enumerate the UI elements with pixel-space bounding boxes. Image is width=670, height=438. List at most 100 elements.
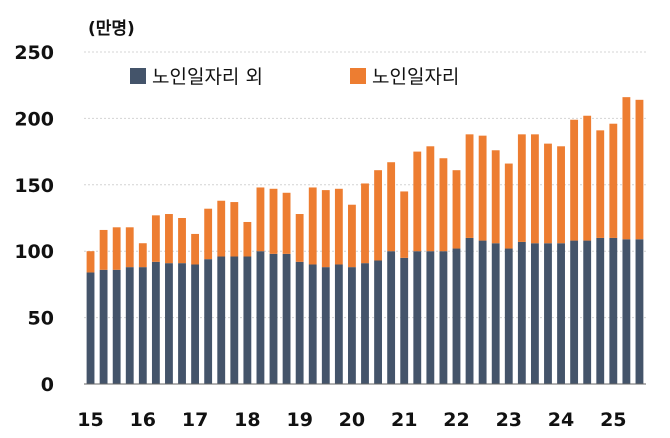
bar-segment-elderly-jobs: [99, 229, 108, 270]
bar-segment-elderly-jobs: [151, 215, 160, 262]
bar-segment-non-elderly-jobs: [583, 240, 592, 384]
bar-segment-non-elderly-jobs: [387, 251, 396, 384]
bar-segment-non-elderly-jobs: [334, 264, 343, 384]
bar-segment-elderly-jobs: [269, 188, 278, 254]
bar-segment-elderly-jobs: [570, 119, 579, 241]
bar-segment-elderly-jobs: [517, 134, 526, 242]
bar-segment-elderly-jobs: [125, 227, 134, 268]
x-tick-label: 24: [548, 409, 574, 431]
legend: 노인일자리 외 노인일자리: [130, 66, 459, 88]
bar-segment-non-elderly-jobs: [439, 251, 448, 384]
bar-segment-non-elderly-jobs: [491, 243, 500, 384]
bar-segment-elderly-jobs: [217, 200, 226, 257]
bar-segment-non-elderly-jobs: [282, 253, 291, 384]
bar-segment-elderly-jobs: [243, 221, 252, 257]
legend-swatch-elderly-jobs: [350, 68, 366, 84]
bar-segment-non-elderly-jobs: [256, 251, 265, 384]
bar-segment-elderly-jobs: [635, 99, 644, 240]
bar-segment-elderly-jobs: [138, 243, 147, 268]
bar-segment-non-elderly-jobs: [452, 248, 461, 384]
bar-segment-elderly-jobs: [491, 150, 500, 244]
bar-segment-non-elderly-jobs: [622, 239, 631, 384]
bar-segment-elderly-jobs: [361, 183, 369, 264]
bar-segment-elderly-jobs: [478, 135, 487, 241]
bar-segment-non-elderly-jobs: [465, 237, 474, 384]
x-tick-label: 17: [182, 409, 208, 431]
bar-segment-elderly-jobs: [191, 233, 200, 265]
bar-segment-non-elderly-jobs: [269, 253, 278, 384]
x-axis: 15 16 17 18 19 20 21 22 23 24 25: [77, 383, 646, 431]
legend-label-non-elderly-jobs: 노인일자리 외: [152, 66, 263, 88]
bar-segment-elderly-jobs: [321, 190, 330, 268]
bar-segment-elderly-jobs: [112, 227, 121, 270]
bar-segment-non-elderly-jobs: [530, 243, 539, 384]
bar-segment-elderly-jobs: [230, 202, 239, 257]
x-tick-label: 22: [443, 409, 469, 431]
bar-segment-elderly-jobs: [452, 170, 461, 249]
bar-segment-elderly-jobs: [544, 143, 552, 244]
bar-segment-non-elderly-jobs: [243, 256, 252, 384]
bar-segment-non-elderly-jobs: [544, 243, 552, 384]
y-tick-label: 50: [28, 308, 54, 330]
bar-segment-non-elderly-jobs: [217, 256, 226, 384]
bar-segment-non-elderly-jobs: [504, 248, 513, 384]
bar-segment-non-elderly-jobs: [308, 264, 317, 384]
legend-label-elderly-jobs: 노인일자리: [372, 66, 459, 88]
y-axis: 0 50 100 150 200 250: [14, 42, 54, 396]
bar-segment-non-elderly-jobs: [165, 263, 173, 384]
bar-segment-elderly-jobs: [282, 192, 291, 254]
bar-segment-non-elderly-jobs: [230, 256, 239, 384]
bar-segment-elderly-jobs: [557, 146, 565, 244]
bar-segment-non-elderly-jobs: [426, 251, 435, 384]
bar-segment-elderly-jobs: [86, 251, 95, 273]
bar-segment-non-elderly-jobs: [570, 240, 579, 384]
y-tick-label: 150: [14, 175, 54, 197]
bar-segment-elderly-jobs: [374, 170, 382, 261]
bar-segment-elderly-jobs: [334, 188, 343, 265]
bar-segment-elderly-jobs: [439, 158, 448, 252]
bar-segment-elderly-jobs: [348, 204, 356, 268]
bar-segment-elderly-jobs: [622, 97, 631, 240]
bar-segment-non-elderly-jobs: [596, 237, 605, 384]
bar-segment-non-elderly-jobs: [361, 263, 369, 384]
bar-segment-non-elderly-jobs: [191, 264, 200, 384]
x-tick-label: 25: [600, 409, 626, 431]
bar-segment-non-elderly-jobs: [321, 267, 330, 384]
x-tick-label: 18: [234, 409, 260, 431]
y-tick-label: 200: [14, 108, 54, 130]
x-tick-label: 16: [130, 409, 156, 431]
bar-segment-non-elderly-jobs: [400, 257, 409, 384]
bar-segment-non-elderly-jobs: [125, 267, 134, 384]
bar-segment-elderly-jobs: [609, 123, 618, 238]
bar-segment-elderly-jobs: [165, 214, 173, 264]
bar-segment-non-elderly-jobs: [86, 272, 95, 384]
x-tick-label: 20: [339, 409, 365, 431]
bar-segment-elderly-jobs: [204, 208, 213, 260]
x-tick-label: 21: [391, 409, 417, 431]
bar-segment-elderly-jobs: [308, 187, 317, 265]
bar-segment-non-elderly-jobs: [348, 267, 356, 384]
bar-segment-non-elderly-jobs: [609, 237, 618, 384]
bar-segment-non-elderly-jobs: [517, 241, 526, 384]
bar-segment-elderly-jobs: [426, 146, 435, 252]
y-tick-label: 100: [14, 241, 54, 263]
bar-segment-non-elderly-jobs: [204, 259, 213, 384]
bar-segment-elderly-jobs: [530, 134, 539, 244]
bar-segment-elderly-jobs: [596, 130, 605, 238]
bar-segment-elderly-jobs: [413, 151, 422, 252]
bar-segment-non-elderly-jobs: [112, 269, 121, 384]
bar-segment-non-elderly-jobs: [557, 243, 565, 384]
unit-label: (만명): [88, 19, 135, 39]
y-tick-label: 0: [41, 374, 54, 396]
legend-swatch-non-elderly-jobs: [130, 68, 146, 84]
bar-segment-non-elderly-jobs: [295, 261, 304, 384]
bar-segment-elderly-jobs: [465, 134, 474, 238]
bar-segment-non-elderly-jobs: [413, 251, 422, 384]
bars: [86, 97, 644, 384]
bar-segment-elderly-jobs: [178, 218, 186, 264]
bar-segment-non-elderly-jobs: [138, 267, 147, 384]
bar-segment-elderly-jobs: [504, 163, 513, 249]
bar-segment-non-elderly-jobs: [178, 263, 186, 384]
y-tick-label: 250: [14, 42, 54, 64]
